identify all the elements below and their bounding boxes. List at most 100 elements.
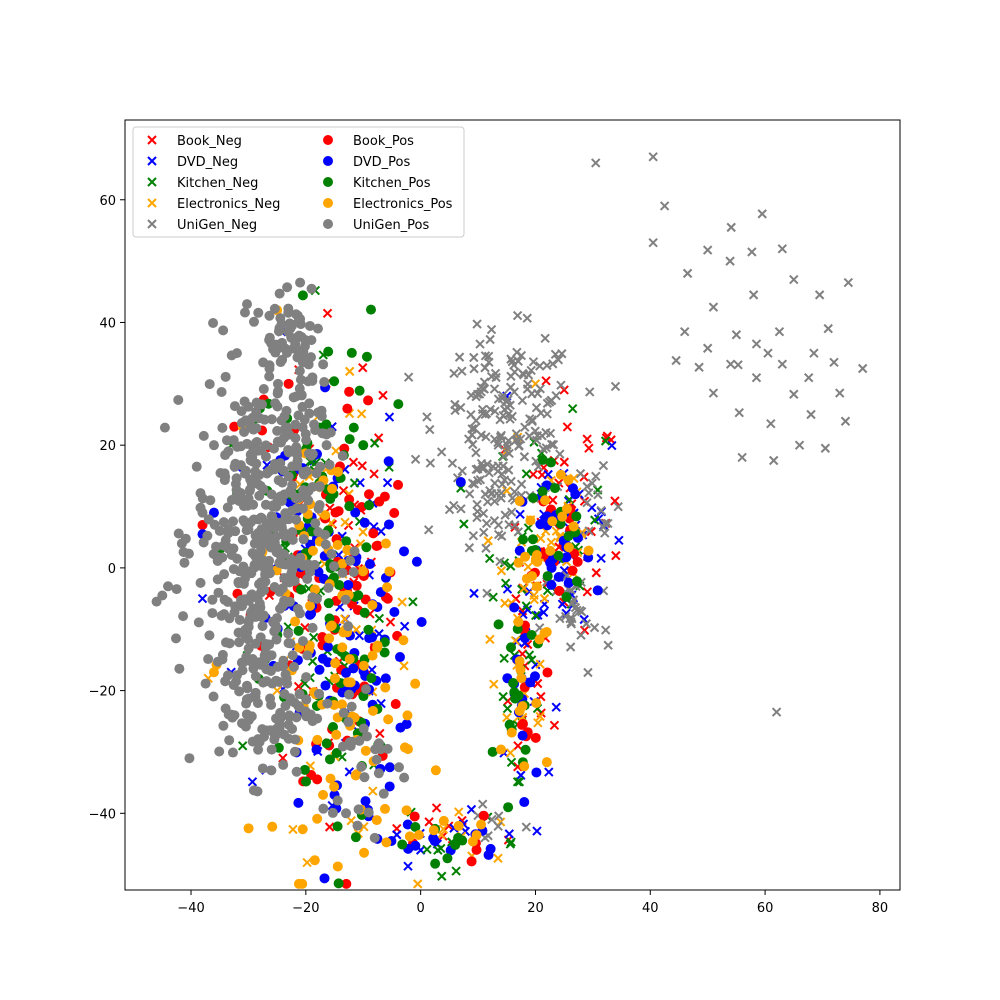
data-point	[218, 325, 229, 336]
data-point	[423, 525, 434, 535]
data-point	[708, 302, 719, 312]
data-point	[549, 720, 560, 731]
data-point	[292, 352, 303, 363]
data-point	[389, 606, 400, 617]
points-layer	[151, 152, 868, 889]
data-point	[318, 359, 329, 370]
data-point	[555, 469, 566, 480]
data-point	[296, 389, 307, 400]
data-point	[383, 519, 394, 530]
data-point	[276, 522, 287, 533]
data-point	[466, 856, 477, 867]
data-point	[219, 569, 230, 580]
data-point	[197, 493, 208, 504]
data-point	[327, 483, 338, 494]
data-point	[373, 768, 384, 779]
data-point	[451, 866, 461, 876]
data-point	[532, 826, 542, 836]
data-point	[464, 543, 475, 553]
data-point	[450, 399, 460, 410]
data-point	[559, 457, 570, 467]
data-point	[368, 705, 379, 716]
data-point	[613, 501, 623, 512]
data-point	[304, 320, 315, 331]
data-point	[384, 762, 395, 773]
data-point	[173, 528, 184, 539]
data-point	[563, 542, 574, 553]
data-point	[344, 654, 355, 665]
data-point	[250, 611, 261, 622]
data-point	[516, 350, 527, 361]
data-point	[313, 503, 324, 514]
data-point	[504, 719, 515, 730]
data-point	[264, 371, 275, 382]
data-point	[304, 408, 315, 419]
data-point	[287, 534, 298, 545]
data-point	[320, 539, 331, 550]
data-point	[413, 879, 423, 889]
data-point	[500, 578, 511, 588]
data-point	[256, 445, 267, 456]
data-point	[348, 457, 359, 467]
data-point	[191, 461, 202, 472]
data-point	[384, 566, 395, 577]
data-point	[771, 707, 782, 717]
data-point	[239, 396, 250, 407]
data-point	[482, 588, 492, 599]
data-point	[343, 579, 354, 590]
legend-label: Kitchen_Pos	[353, 176, 431, 191]
data-point	[379, 647, 390, 658]
data-point	[293, 410, 304, 421]
data-point	[447, 458, 458, 468]
data-point	[363, 395, 374, 406]
data-point	[266, 765, 277, 776]
data-point	[524, 650, 535, 660]
data-point	[257, 763, 268, 774]
data-point	[495, 556, 505, 567]
data-point	[214, 525, 225, 536]
data-point	[356, 761, 367, 772]
data-point	[369, 438, 380, 448]
data-point	[471, 447, 481, 458]
data-point	[549, 483, 560, 494]
data-point	[555, 449, 565, 459]
data-point	[411, 556, 422, 567]
data-point	[254, 657, 265, 668]
data-point	[240, 624, 251, 635]
data-point	[250, 671, 261, 682]
data-point	[496, 744, 507, 755]
data-point	[306, 608, 317, 619]
data-point	[582, 587, 593, 597]
legend-item-book-neg: Book_Neg	[147, 134, 242, 149]
data-point	[527, 534, 538, 545]
data-point	[413, 829, 424, 840]
data-point	[382, 582, 393, 593]
data-point	[506, 727, 517, 738]
data-point	[587, 478, 597, 488]
data-point	[307, 545, 318, 556]
data-point	[382, 478, 393, 488]
data-point	[319, 377, 330, 388]
data-point	[259, 414, 270, 425]
legend-marker	[147, 177, 157, 187]
data-point	[509, 387, 519, 397]
data-point	[535, 711, 545, 722]
data-point	[504, 448, 514, 459]
data-point	[293, 797, 304, 808]
data-point	[525, 677, 536, 688]
data-point	[531, 698, 542, 709]
data-point	[237, 534, 248, 545]
data-point	[318, 803, 329, 814]
legend-item-book-pos: Book_Pos	[323, 134, 414, 149]
data-point	[263, 466, 274, 477]
data-point	[157, 590, 168, 601]
data-point	[283, 719, 294, 730]
data-point	[384, 781, 395, 792]
data-point	[475, 475, 486, 485]
data-point	[584, 526, 594, 536]
data-point	[242, 683, 253, 694]
data-point	[358, 527, 368, 537]
data-point	[409, 811, 420, 822]
data-point	[541, 626, 552, 637]
